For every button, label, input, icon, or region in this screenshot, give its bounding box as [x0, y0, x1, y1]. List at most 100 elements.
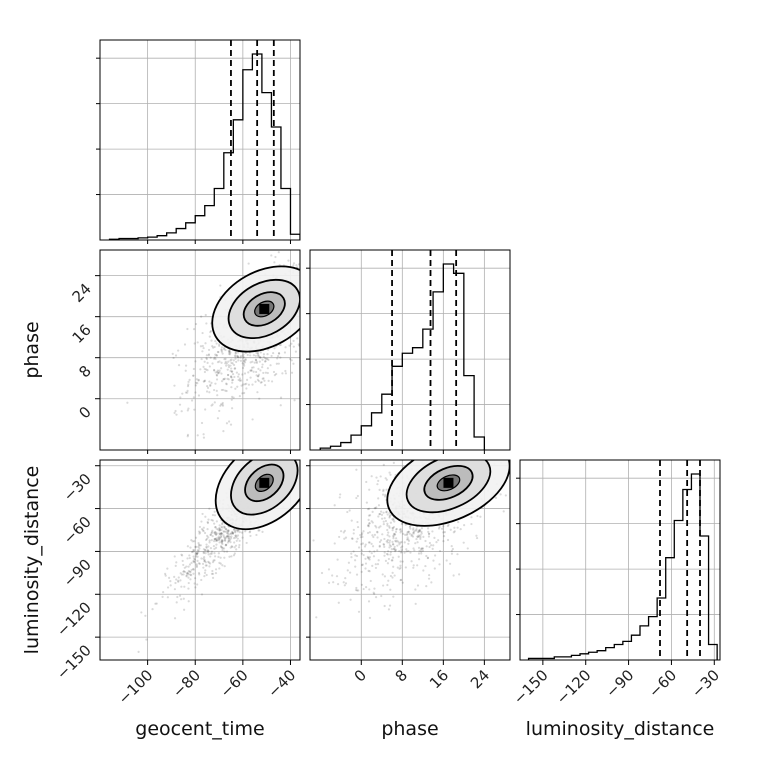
sample-point [211, 535, 214, 538]
sample-point [233, 541, 236, 544]
sample-point [434, 455, 436, 457]
sample-point [258, 355, 261, 359]
sample-point [438, 525, 441, 529]
sample-point [213, 369, 216, 372]
sample-point [380, 594, 383, 598]
sample-point [355, 540, 358, 543]
sample-point [279, 356, 282, 359]
sample-point [175, 578, 178, 581]
sample-point [222, 534, 225, 537]
sample-point [256, 351, 260, 354]
sample-point [383, 495, 387, 498]
sample-point [213, 532, 217, 535]
sample-point [221, 523, 224, 526]
sample-point [205, 546, 208, 549]
sample-point [514, 427, 516, 429]
sample-point [218, 567, 221, 570]
sample-point [499, 493, 502, 496]
sample-point [203, 492, 205, 494]
sample-point [307, 294, 309, 296]
sample-point [409, 527, 412, 530]
sample-point [400, 548, 403, 551]
sample-point [237, 378, 240, 382]
sample-point [389, 553, 392, 556]
sample-point [209, 547, 213, 550]
sample-point [229, 369, 232, 373]
sample-point [213, 522, 216, 525]
sample-point [390, 559, 393, 562]
sample-point [307, 363, 309, 365]
sample-point [242, 353, 245, 356]
sample-point [265, 357, 268, 360]
sample-point [412, 564, 415, 567]
sample-point [239, 356, 242, 359]
sample-point [212, 346, 215, 349]
sample-point [206, 386, 210, 389]
sample-point [229, 375, 233, 378]
sample-point [336, 583, 340, 586]
sample-point [177, 349, 180, 352]
sample-point [306, 447, 308, 449]
sample-point [388, 535, 391, 538]
sample-point [386, 541, 389, 544]
sample-point [195, 378, 198, 381]
sample-point [287, 259, 290, 262]
sample-point [380, 517, 384, 520]
sample-point [193, 540, 196, 543]
sample-point [206, 521, 209, 524]
x-tick-label: 24 [467, 666, 493, 692]
sample-point [203, 531, 207, 535]
sample-point [243, 361, 247, 364]
sample-point [367, 600, 371, 603]
sample-point [249, 369, 252, 372]
sample-point [297, 343, 300, 346]
sample-point [228, 349, 231, 352]
sample-point [275, 372, 278, 376]
sample-point [193, 408, 196, 411]
sample-point [396, 566, 399, 569]
sample-point [215, 539, 218, 543]
sample-point [195, 563, 198, 566]
sample-point [229, 537, 233, 540]
sample-point [432, 544, 435, 547]
sample-point [368, 616, 372, 619]
sample-point [433, 536, 436, 539]
sample-point [236, 534, 240, 537]
sample-point [208, 380, 211, 383]
x-tick-label: 16 [426, 666, 452, 692]
x-tick-label: −150 [510, 666, 552, 708]
sample-point [227, 537, 230, 540]
sample-point [211, 529, 214, 532]
sample-point [189, 574, 193, 577]
sample-point [213, 559, 216, 562]
sample-point [245, 382, 248, 385]
sample-point [382, 584, 385, 587]
sample-point [237, 359, 240, 362]
sample-point [207, 518, 210, 521]
sample-point [453, 526, 456, 529]
sample-point [218, 528, 221, 531]
sample-point [209, 384, 212, 387]
sample-point [412, 547, 415, 550]
sample-point [342, 284, 344, 286]
sample-point [407, 542, 410, 545]
sample-point [392, 535, 395, 538]
sample-point [377, 504, 381, 507]
sample-point [195, 552, 199, 555]
sample-point [207, 553, 210, 556]
sample-point [391, 526, 394, 530]
sample-point [392, 595, 395, 598]
sample-point [364, 557, 367, 560]
sample-point [175, 413, 178, 416]
sample-point [326, 424, 328, 426]
sample-point [214, 538, 217, 541]
sample-point [365, 501, 368, 504]
sample-point [233, 546, 236, 549]
sample-point [355, 586, 358, 590]
sample-point [208, 562, 212, 565]
sample-point [202, 566, 205, 569]
sample-point [234, 357, 237, 360]
sample-point [242, 356, 245, 359]
sample-point [391, 518, 394, 521]
sample-point [236, 530, 239, 533]
